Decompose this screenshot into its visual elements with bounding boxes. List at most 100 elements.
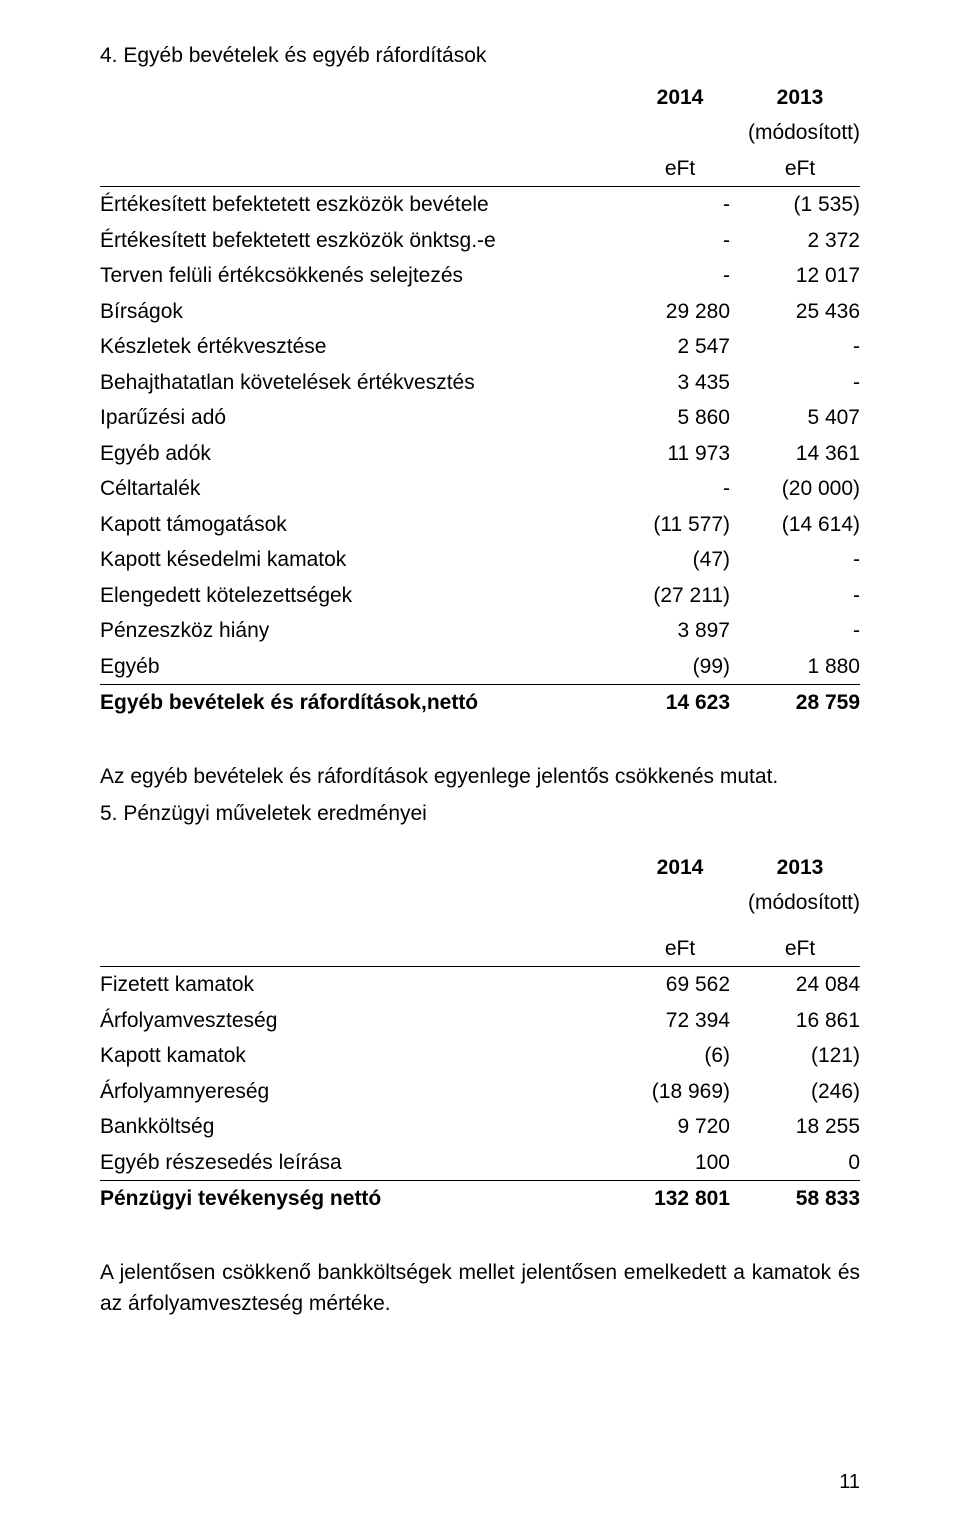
total-col1: 132 801 bbox=[600, 1181, 730, 1217]
total-label: Egyéb bevételek és ráfordítások,nettó bbox=[100, 685, 600, 721]
row-col2: - bbox=[730, 365, 860, 401]
row-col1: 2 547 bbox=[600, 329, 730, 365]
paragraph-1: Az egyéb bevételek és ráfordítások egyen… bbox=[100, 761, 860, 793]
row-label: Kapott támogatások bbox=[100, 507, 600, 543]
row-col1: 72 394 bbox=[600, 1003, 730, 1039]
row-col1: 100 bbox=[600, 1145, 730, 1181]
row-col2: 16 861 bbox=[730, 1003, 860, 1039]
table-row: Terven felüli értékcsökkenés selejtezés-… bbox=[100, 258, 860, 294]
row-col2: 2 372 bbox=[730, 223, 860, 259]
row-col2: 1 880 bbox=[730, 649, 860, 685]
paragraph-2: A jelentősen csökkenő bankköltségek mell… bbox=[100, 1257, 860, 1320]
table-row: Iparűzési adó5 8605 407 bbox=[100, 400, 860, 436]
row-col2: (1 535) bbox=[730, 187, 860, 223]
row-label: Iparűzési adó bbox=[100, 400, 600, 436]
row-label: Pénzeszköz hiány bbox=[100, 613, 600, 649]
total-row: Egyéb bevételek és ráfordítások,nettó14 … bbox=[100, 685, 860, 721]
section5-year2: 2013 bbox=[740, 850, 860, 886]
row-col1: (6) bbox=[600, 1038, 730, 1074]
row-col1: 69 562 bbox=[600, 967, 730, 1003]
table-row: Bírságok29 28025 436 bbox=[100, 294, 860, 330]
table-row: Kapott kamatok(6)(121) bbox=[100, 1038, 860, 1074]
row-col1: 9 720 bbox=[600, 1109, 730, 1145]
table-row: Értékesített befektetett eszközök bevéte… bbox=[100, 187, 860, 223]
table-row: Egyéb adók11 97314 361 bbox=[100, 436, 860, 472]
table-row: Céltartalék-(20 000) bbox=[100, 471, 860, 507]
row-label: Kapott kamatok bbox=[100, 1038, 600, 1074]
row-col2: 24 084 bbox=[730, 967, 860, 1003]
table-row: Kapott támogatások(11 577)(14 614) bbox=[100, 507, 860, 543]
section5-unit1: eFt bbox=[620, 931, 740, 967]
table-row: Kapott késedelmi kamatok(47)- bbox=[100, 542, 860, 578]
table-row: Értékesített befektetett eszközök önktsg… bbox=[100, 223, 860, 259]
total-col2: 58 833 bbox=[730, 1181, 860, 1217]
section5-table: Fizetett kamatok69 56224 084Árfolyamvesz… bbox=[100, 966, 860, 1217]
row-label: Céltartalék bbox=[100, 471, 600, 507]
total-col1: 14 623 bbox=[600, 685, 730, 721]
row-col2: 12 017 bbox=[730, 258, 860, 294]
section5-unit-table: eFt eFt bbox=[100, 931, 860, 967]
table-row: Árfolyamnyereség(18 969)(246) bbox=[100, 1074, 860, 1110]
row-col1: (18 969) bbox=[600, 1074, 730, 1110]
row-label: Egyéb részesedés leírása bbox=[100, 1145, 600, 1181]
row-col1: (47) bbox=[600, 542, 730, 578]
row-label: Fizetett kamatok bbox=[100, 967, 600, 1003]
row-label: Behajthatatlan követelések értékvesztés bbox=[100, 365, 600, 401]
row-col2: - bbox=[730, 578, 860, 614]
total-col2: 28 759 bbox=[730, 685, 860, 721]
table-row: Bankköltség9 72018 255 bbox=[100, 1109, 860, 1145]
row-col1: - bbox=[600, 258, 730, 294]
table-row: Pénzeszköz hiány3 897- bbox=[100, 613, 860, 649]
row-label: Egyéb adók bbox=[100, 436, 600, 472]
section4-modified: (módosított) bbox=[740, 115, 860, 151]
table-row: Egyéb részesedés leírása1000 bbox=[100, 1145, 860, 1181]
row-col1: - bbox=[600, 187, 730, 223]
row-col2: (121) bbox=[730, 1038, 860, 1074]
row-label: Terven felüli értékcsökkenés selejtezés bbox=[100, 258, 600, 294]
section4-year2: 2013 bbox=[740, 80, 860, 116]
section5-modified: (módosított) bbox=[740, 885, 860, 921]
row-col1: (99) bbox=[600, 649, 730, 685]
total-label: Pénzügyi tevékenység nettó bbox=[100, 1181, 600, 1217]
row-col2: - bbox=[730, 329, 860, 365]
section5-heading: 5. Pénzügyi műveletek eredményei bbox=[100, 798, 860, 830]
section4-unit1: eFt bbox=[620, 151, 740, 187]
row-label: Bankköltség bbox=[100, 1109, 600, 1145]
row-col1: 11 973 bbox=[600, 436, 730, 472]
section5-year1: 2014 bbox=[620, 850, 740, 886]
row-label: Árfolyamveszteség bbox=[100, 1003, 600, 1039]
row-col1: (11 577) bbox=[600, 507, 730, 543]
row-label: Árfolyamnyereség bbox=[100, 1074, 600, 1110]
table-row: Készletek értékvesztése2 547- bbox=[100, 329, 860, 365]
table-row: Elengedett kötelezettségek(27 211)- bbox=[100, 578, 860, 614]
row-col1: 5 860 bbox=[600, 400, 730, 436]
row-col1: - bbox=[600, 223, 730, 259]
row-label: Bírságok bbox=[100, 294, 600, 330]
row-col2: 25 436 bbox=[730, 294, 860, 330]
table-row: Árfolyamveszteség72 39416 861 bbox=[100, 1003, 860, 1039]
section4-year1: 2014 bbox=[620, 80, 740, 116]
table-row: Fizetett kamatok69 56224 084 bbox=[100, 967, 860, 1003]
page-number: 11 bbox=[839, 1467, 860, 1497]
row-col2: 5 407 bbox=[730, 400, 860, 436]
row-col2: 14 361 bbox=[730, 436, 860, 472]
table-row: Behajthatatlan követelések értékvesztés3… bbox=[100, 365, 860, 401]
table-row: Egyéb(99)1 880 bbox=[100, 649, 860, 685]
section4-heading: 4. Egyéb bevételek és egyéb ráfordítások bbox=[100, 40, 860, 72]
row-col1: (27 211) bbox=[600, 578, 730, 614]
row-col2: (14 614) bbox=[730, 507, 860, 543]
row-col1: 3 897 bbox=[600, 613, 730, 649]
row-col2: - bbox=[730, 542, 860, 578]
section4-header-table: 2014 2013 (módosított) eFt eFt bbox=[100, 80, 860, 187]
row-col2: (246) bbox=[730, 1074, 860, 1110]
row-label: Értékesített befektetett eszközök bevéte… bbox=[100, 187, 600, 223]
row-col2: (20 000) bbox=[730, 471, 860, 507]
section4-unit2: eFt bbox=[740, 151, 860, 187]
total-row: Pénzügyi tevékenység nettó132 80158 833 bbox=[100, 1181, 860, 1217]
row-label: Értékesített befektetett eszközök önktsg… bbox=[100, 223, 600, 259]
row-label: Kapott késedelmi kamatok bbox=[100, 542, 600, 578]
section4-table: Értékesített befektetett eszközök bevéte… bbox=[100, 186, 860, 721]
section5-unit2: eFt bbox=[740, 931, 860, 967]
row-label: Elengedett kötelezettségek bbox=[100, 578, 600, 614]
row-col2: 0 bbox=[730, 1145, 860, 1181]
